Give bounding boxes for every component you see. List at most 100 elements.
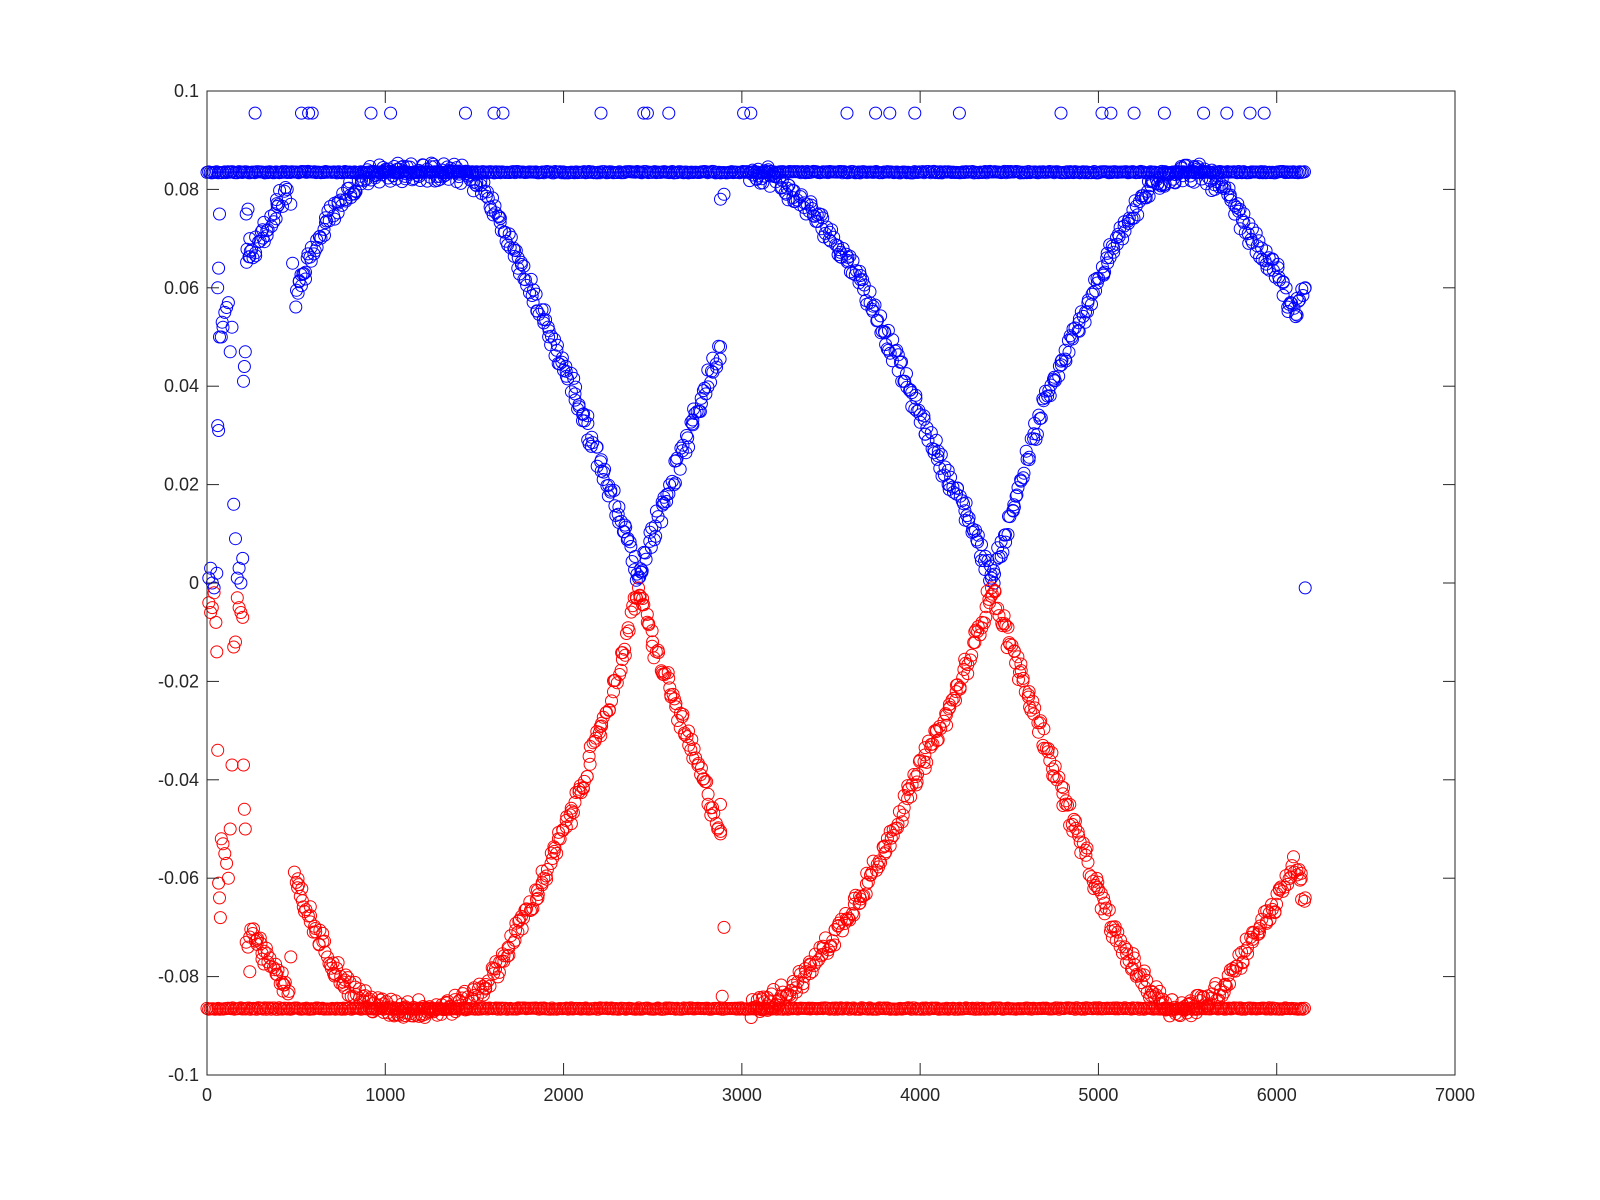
data-point bbox=[1268, 906, 1282, 920]
data-point bbox=[238, 822, 252, 836]
data-point bbox=[211, 743, 225, 757]
data-point bbox=[1099, 901, 1113, 915]
data-point bbox=[937, 714, 951, 728]
data-point bbox=[988, 567, 1001, 581]
data-point bbox=[751, 162, 765, 176]
data-point bbox=[483, 979, 497, 993]
data-point bbox=[336, 165, 350, 179]
data-point bbox=[537, 303, 551, 317]
data-point bbox=[663, 478, 677, 492]
data-point bbox=[856, 273, 870, 287]
data-point bbox=[857, 283, 871, 297]
data-point bbox=[796, 980, 810, 994]
data-point bbox=[1259, 244, 1273, 258]
data-point bbox=[709, 357, 723, 371]
data-point bbox=[1298, 281, 1312, 295]
data-point bbox=[856, 890, 869, 903]
x-axis-ticks: 0 1000 2000 3000 4000 5000 6000 7000 bbox=[202, 91, 1475, 1105]
data-point bbox=[279, 192, 293, 206]
data-point bbox=[957, 663, 971, 676]
data-point bbox=[682, 724, 695, 738]
data-point bbox=[669, 1002, 682, 1016]
data-point bbox=[965, 648, 979, 662]
y-tick-label: 0.02 bbox=[164, 475, 199, 495]
data-point bbox=[1293, 873, 1307, 887]
data-point bbox=[749, 172, 763, 186]
data-point bbox=[827, 1002, 841, 1016]
data-point bbox=[1014, 473, 1028, 487]
data-point bbox=[693, 405, 707, 418]
data-point bbox=[985, 581, 998, 595]
data-point bbox=[331, 956, 345, 970]
data-point bbox=[237, 758, 250, 772]
data-point bbox=[1252, 234, 1266, 248]
data-point bbox=[616, 646, 629, 660]
data-point bbox=[328, 212, 342, 226]
data-point bbox=[947, 691, 961, 705]
data-point bbox=[297, 267, 311, 280]
data-point bbox=[1034, 411, 1048, 425]
data-point bbox=[843, 249, 857, 263]
data-point bbox=[1296, 289, 1310, 302]
data-point bbox=[563, 1002, 577, 1016]
data-point bbox=[805, 965, 819, 979]
data-point bbox=[1131, 1001, 1145, 1015]
data-point bbox=[706, 801, 719, 815]
data-point bbox=[680, 165, 694, 179]
data-point bbox=[924, 740, 938, 754]
data-point bbox=[1137, 964, 1151, 978]
data-point bbox=[909, 388, 923, 402]
data-point bbox=[207, 586, 221, 600]
data-point bbox=[969, 1002, 983, 1016]
data-point bbox=[918, 741, 932, 755]
data-point bbox=[715, 989, 729, 1003]
data-point bbox=[674, 441, 688, 455]
data-point bbox=[211, 419, 225, 433]
data-point bbox=[343, 975, 357, 989]
data-point bbox=[284, 950, 298, 964]
data-point bbox=[617, 1002, 631, 1015]
data-point bbox=[375, 992, 389, 1006]
data-point bbox=[550, 846, 564, 860]
data-point bbox=[553, 832, 567, 846]
data-point bbox=[225, 320, 239, 334]
y-tick-label: 0.1 bbox=[174, 81, 199, 101]
data-point bbox=[1262, 906, 1276, 920]
data-point bbox=[475, 985, 489, 999]
data-point bbox=[736, 165, 750, 178]
data-point bbox=[1014, 657, 1028, 671]
data-point bbox=[1043, 389, 1057, 403]
data-point bbox=[357, 994, 371, 1008]
data-point bbox=[328, 1002, 342, 1016]
data-point bbox=[1091, 1002, 1104, 1016]
data-point bbox=[1243, 1001, 1257, 1015]
data-point bbox=[1111, 925, 1125, 939]
data-point bbox=[840, 255, 854, 269]
data-point bbox=[535, 165, 549, 179]
data-point bbox=[413, 174, 427, 187]
data-point bbox=[258, 166, 272, 180]
data-point bbox=[711, 821, 725, 835]
data-point bbox=[1271, 261, 1285, 275]
data-point bbox=[227, 497, 241, 511]
data-point bbox=[836, 924, 849, 938]
data-point bbox=[1107, 245, 1121, 259]
data-point bbox=[1127, 106, 1141, 120]
data-point bbox=[871, 313, 885, 327]
data-point bbox=[1265, 902, 1279, 916]
data-point bbox=[909, 778, 923, 792]
data-point bbox=[971, 528, 985, 542]
data-point bbox=[907, 768, 921, 781]
data-point bbox=[1235, 1002, 1249, 1016]
data-point bbox=[273, 184, 287, 197]
data-point bbox=[240, 242, 254, 256]
data-point bbox=[607, 685, 620, 699]
data-point bbox=[465, 165, 479, 179]
data-point bbox=[335, 1002, 349, 1016]
data-point bbox=[1086, 285, 1100, 299]
data-point bbox=[998, 164, 1011, 178]
data-point bbox=[465, 992, 479, 1005]
data-point bbox=[909, 770, 923, 784]
data-point bbox=[368, 171, 382, 185]
data-point bbox=[213, 911, 227, 925]
